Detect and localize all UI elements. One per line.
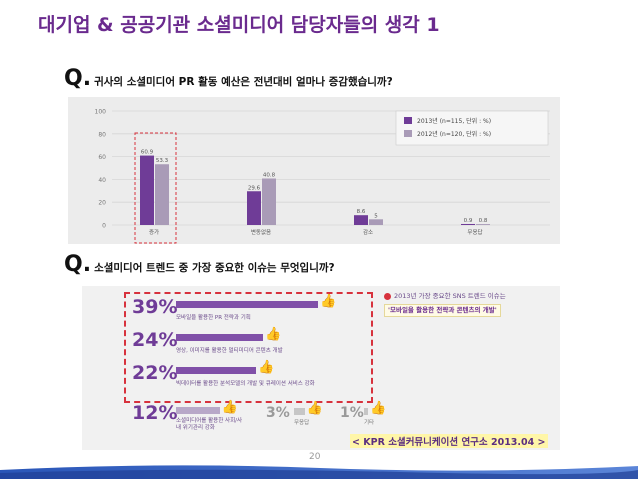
- y-tick-label: 100: [95, 109, 107, 116]
- trend-3-bar: [176, 367, 257, 374]
- legend-label: 2012년 (n=120, 단위 : %): [417, 130, 491, 138]
- legend-box: [395, 110, 549, 146]
- increase-highlight-box: [134, 132, 177, 244]
- footer-wave-decoration: [0, 465, 638, 479]
- data-label: 0.8: [479, 218, 488, 224]
- question-1-text: 귀사의 소셜미디어 PR 활동 예산은 전년대비 얼마나 증감했습니까?: [94, 76, 393, 88]
- trend-1-bar: [176, 301, 318, 308]
- category-label: 증가: [149, 228, 159, 236]
- trend-1-percent: 39%: [132, 296, 178, 318]
- trend-2-percent: 24%: [132, 329, 178, 351]
- y-tick-label: 0: [102, 223, 106, 230]
- budget-change-chart: 0 20 40 60 80 100 60.953.3 증가 29.6 40.8 변동없음 8.6 5 감소…: [95, 109, 550, 244]
- trend-4-bar: [176, 407, 220, 414]
- question-2-text: 소셜미디어 트렌드 중 가장 중요한 이슈는 무엇입니까?: [94, 262, 335, 274]
- data-label: 53.3: [156, 158, 169, 164]
- bar-2013: [140, 155, 154, 225]
- slide-title: 대기업 & 공공기관 소셜미디어 담당자들의 생각 1: [38, 14, 440, 36]
- category-label: 무응답: [467, 229, 482, 236]
- thumbs-up-icon: 👍: [258, 360, 275, 375]
- trend-5-desc: 무응답: [294, 420, 310, 426]
- y-tick-label: 60: [98, 154, 106, 161]
- y-tick-label: 80: [98, 131, 106, 138]
- bar-2012: [476, 224, 490, 225]
- budget-chart-panel: 0 20 40 60 80 100 60.9 53.3 증가 29.6 40.8 변동없음 8.6 5 감소…: [68, 97, 560, 244]
- data-label: 40.8: [263, 172, 276, 178]
- trend-1-desc: 모바일을 활용한 PR 전략과 기획: [176, 315, 251, 321]
- callout-heading: 2013년 가장 중요한 SNS 트렌드 이슈는: [394, 292, 506, 300]
- bar-2012: [369, 219, 383, 225]
- data-label: 8.6: [357, 209, 366, 215]
- question-2: Q. 소셜미디어 트렌드 중 가장 중요한 이슈는 무엇입니까?: [64, 252, 335, 277]
- y-tick-label: 40: [98, 177, 106, 184]
- trend-6-desc: 기타: [364, 420, 375, 426]
- category-label: 변동없음: [251, 228, 271, 236]
- trend-3-percent: 22%: [132, 362, 178, 384]
- bar-2013: [354, 215, 368, 225]
- legend-swatch: [404, 117, 412, 124]
- trend-2-bar: [176, 334, 264, 341]
- bar-2012: [262, 178, 276, 225]
- thumbs-up-icon: 👍: [265, 327, 282, 342]
- data-label: 29.6: [248, 185, 261, 191]
- data-label: 60.9: [141, 150, 154, 156]
- y-tick-label: 20: [98, 200, 106, 207]
- trend-2-desc: 영상, 이미지를 활용한 멀티미디어 콘텐츠 개발: [176, 348, 283, 354]
- data-label: 5: [374, 213, 378, 219]
- callout-highlight: '모바일을 활용한 전략과 콘텐츠의 개발': [384, 304, 501, 317]
- trend-5-bar: [294, 408, 305, 415]
- trend-4-percent: 12%: [132, 402, 178, 424]
- data-label: 0.9: [464, 218, 473, 224]
- thumbs-up-icon: 👍: [306, 401, 324, 416]
- top-three-highlight-box: [124, 292, 373, 403]
- thumbs-up-icon: 👍: [320, 294, 337, 309]
- bullet-icon: [384, 292, 391, 300]
- thumbs-up-icon: 👍: [221, 400, 238, 415]
- bar-2013: [461, 223, 475, 225]
- bar-2013: [247, 191, 261, 225]
- question-1-mark: Q.: [64, 66, 92, 91]
- question-1: Q. 귀사의 소셜미디어 PR 활동 예산은 전년대비 얼마나 증감했습니까?: [64, 66, 393, 91]
- trend-callout: 2013년 가장 중요한 SNS 트렌드 이슈는 '모바일을 활용한 전략과 콘…: [384, 292, 550, 317]
- trend-6-percent: 1%: [340, 405, 364, 421]
- trend-3-desc: 빅데이터를 활용한 분석모델의 개발 및 큐레이션 서비스 강화: [176, 381, 315, 387]
- trend-6-bar: [364, 408, 368, 415]
- trend-4-desc: 소셜미디어를 활용한 사회/사내 위기관리 강화: [176, 418, 243, 431]
- page-number: 20: [309, 452, 321, 462]
- category-label: 감소: [363, 229, 373, 236]
- legend-swatch: [404, 130, 412, 137]
- question-2-mark: Q.: [64, 252, 92, 277]
- trend-5-percent: 3%: [266, 405, 290, 421]
- bar-2012: [155, 164, 169, 225]
- legend-label: 2013년 (n=115, 단위 : %): [417, 117, 491, 125]
- thumbs-up-icon: 👍: [370, 401, 387, 416]
- trend-chart-panel: 39% 모바일을 활용한 PR 전략과 기획 👍 24% 영상, 이미지를 활용…: [82, 286, 560, 450]
- source-note: < KPR 소셜커뮤니케이션 연구소 2013.04 >: [350, 434, 548, 448]
